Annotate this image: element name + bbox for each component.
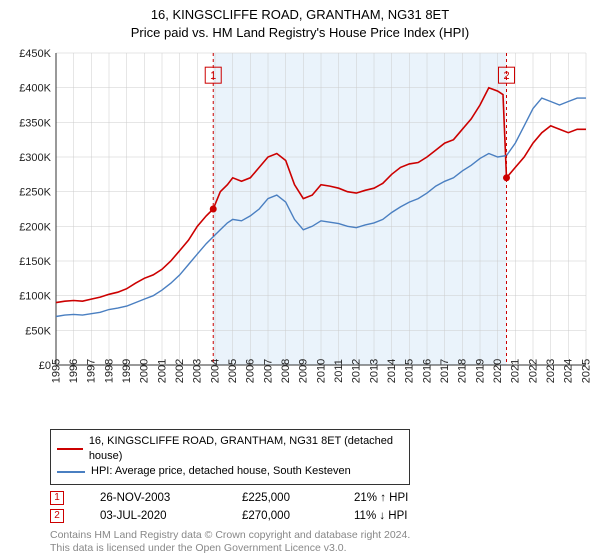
transaction-row: 2 03-JUL-2020 £270,000 11% ↓ HPI [50, 509, 590, 523]
disclaimer-line: Contains HM Land Registry data © Crown c… [50, 529, 590, 543]
x-tick-label: 2019 [474, 359, 486, 383]
y-tick-label: £400K [19, 83, 51, 95]
transaction-date: 26-NOV-2003 [100, 492, 210, 504]
x-tick-label: 2008 [280, 359, 292, 383]
y-tick-label: £350K [19, 117, 51, 129]
legend-item: 16, KINGSCLIFFE ROAD, GRANTHAM, NG31 8ET… [57, 434, 403, 465]
x-tick-label: 1999 [121, 359, 133, 383]
legend-swatch [57, 471, 85, 473]
x-tick-label: 2009 [298, 359, 310, 383]
x-tick-label: 2007 [262, 359, 274, 383]
x-tick-label: 2025 [580, 359, 590, 383]
marker-number: 1 [210, 70, 216, 82]
x-tick-label: 2010 [315, 359, 327, 383]
disclaimer-line: This data is licensed under the Open Gov… [50, 542, 590, 556]
marker-dot [503, 174, 510, 181]
legend-swatch [57, 448, 83, 450]
x-tick-label: 2002 [174, 359, 186, 383]
x-tick-label: 2015 [404, 359, 416, 383]
marker-dot [210, 206, 217, 213]
y-tick-label: £150K [19, 256, 51, 268]
x-tick-label: 2018 [457, 359, 469, 383]
x-tick-label: 2011 [333, 359, 345, 383]
chart-subtitle: Price paid vs. HM Land Registry's House … [10, 24, 590, 42]
transaction-marker: 2 [50, 509, 64, 523]
x-tick-label: 2013 [368, 359, 380, 383]
y-tick-label: £50K [25, 325, 51, 337]
y-tick-label: £0 [39, 360, 51, 372]
x-tick-label: 1996 [68, 359, 80, 383]
chart-svg: £0 £50K £100K £150K £200K £250K £300K £350K £400… [10, 45, 590, 405]
transaction-marker: 1 [50, 491, 64, 505]
y-tick-label: £200K [19, 221, 51, 233]
legend-label: 16, KINGSCLIFFE ROAD, GRANTHAM, NG31 8ET… [89, 434, 403, 465]
transaction-table: 1 26-NOV-2003 £225,000 21% ↑ HPI 2 03-JUL-202… [50, 491, 590, 527]
transaction-row: 1 26-NOV-2003 £225,000 21% ↑ HPI [50, 491, 590, 505]
x-tick-label: 2017 [439, 359, 451, 383]
x-tick-label: 2021 [510, 359, 522, 383]
x-tick-label: 2014 [386, 359, 398, 383]
y-tick-label: £100K [19, 291, 51, 303]
x-tick-label: 2016 [421, 359, 433, 383]
chart: £0 £50K £100K £150K £200K £250K £300K £350K £400… [10, 45, 590, 428]
legend-label: HPI: Average price, detached house, Sout… [91, 464, 351, 479]
transaction-price: £270,000 [242, 510, 322, 522]
y-tick-label: £450K [19, 48, 51, 60]
transaction-delta: 21% ↑ HPI [354, 492, 434, 504]
x-tick-label: 2005 [227, 359, 239, 383]
disclaimer: Contains HM Land Registry data © Crown c… [50, 529, 590, 556]
transaction-date: 03-JUL-2020 [100, 510, 210, 522]
x-tick-label: 2004 [209, 359, 221, 383]
y-tick-label: £300K [19, 152, 51, 164]
legend: 16, KINGSCLIFFE ROAD, GRANTHAM, NG31 8ET… [50, 429, 410, 485]
chart-title: 16, KINGSCLIFFE ROAD, GRANTHAM, NG31 8ET [10, 6, 590, 24]
x-tick-label: 2023 [545, 359, 557, 383]
x-tick-label: 2022 [527, 359, 539, 383]
x-tick-label: 1997 [86, 359, 98, 383]
transaction-price: £225,000 [242, 492, 322, 504]
x-tick-label: 1998 [103, 359, 115, 383]
x-tick-label: 2000 [139, 359, 151, 383]
x-tick-label: 2020 [492, 359, 504, 383]
x-tick-label: 2006 [245, 359, 257, 383]
marker-number: 2 [503, 70, 509, 82]
transaction-delta: 11% ↓ HPI [354, 510, 434, 522]
x-tick-label: 2024 [563, 359, 575, 383]
y-tick-label: £250K [19, 187, 51, 199]
x-tick-label: 2012 [351, 359, 363, 383]
x-tick-label: 2001 [156, 359, 168, 383]
legend-item: HPI: Average price, detached house, Sout… [57, 464, 403, 479]
x-tick-label: 2003 [192, 359, 204, 383]
